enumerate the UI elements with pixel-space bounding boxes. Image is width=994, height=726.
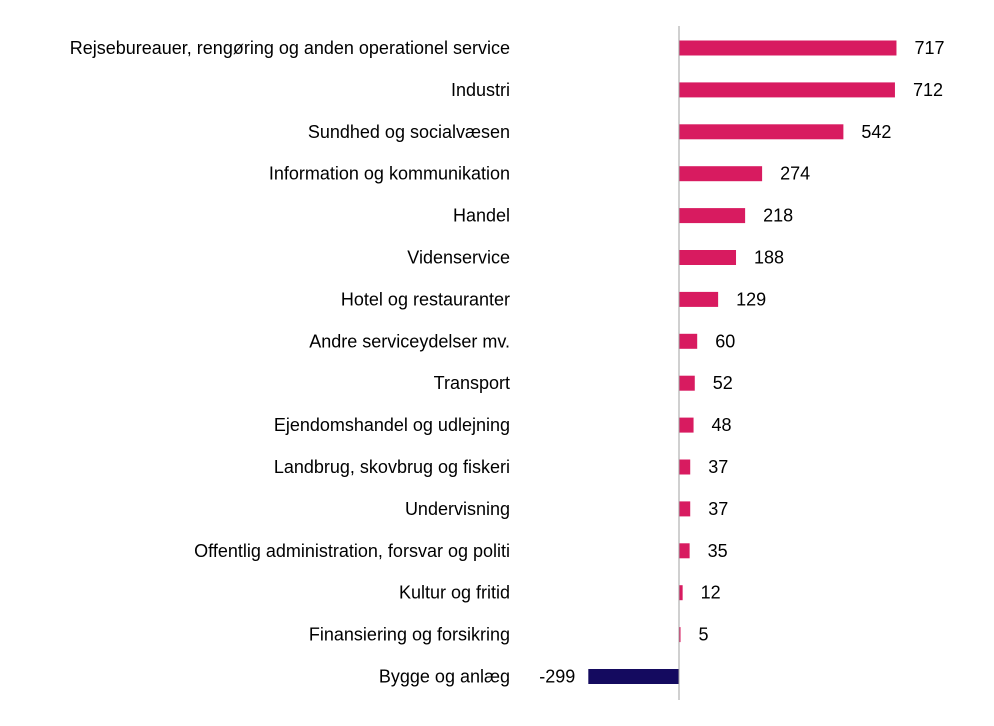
bar [679, 585, 683, 601]
bar [679, 459, 691, 475]
bar [679, 543, 690, 559]
category-label: Andre serviceydelser mv. [309, 331, 510, 351]
data-label: 60 [715, 331, 735, 351]
data-label: 188 [754, 248, 784, 268]
data-label: 218 [763, 206, 793, 226]
category-label: Videnservice [407, 248, 510, 268]
category-label: Kultur og fritid [399, 583, 510, 603]
data-label: 48 [712, 415, 732, 435]
category-label: Handel [453, 206, 510, 226]
category-label: Undervisning [405, 499, 510, 519]
category-label: Rejsebureauer, rengøring og anden operat… [70, 38, 510, 58]
bar [679, 166, 763, 182]
bar [679, 333, 698, 349]
data-label: 12 [701, 583, 721, 603]
data-label: 5 [699, 625, 709, 645]
category-label: Hotel og restauranter [341, 289, 510, 309]
data-label: 542 [861, 122, 891, 142]
category-label: Transport [434, 373, 510, 393]
data-label: 717 [914, 38, 944, 58]
category-label: Landbrug, skovbrug og fiskeri [274, 457, 510, 477]
data-label: 712 [913, 80, 943, 100]
data-label: 37 [708, 499, 728, 519]
data-label: 35 [708, 541, 728, 561]
bar [679, 291, 719, 307]
category-label: Sundhed og socialvæsen [308, 122, 510, 142]
bar [679, 208, 746, 224]
bar [679, 82, 895, 98]
bars-group [588, 40, 897, 684]
category-label: Ejendomshandel og udlejning [274, 415, 510, 435]
data-label: 274 [780, 164, 810, 184]
bar [679, 375, 695, 391]
data-label: 37 [708, 457, 728, 477]
category-labels: Rejsebureauer, rengøring og anden operat… [70, 38, 510, 687]
category-label: Finansiering og forsikring [309, 625, 510, 645]
bar [679, 250, 737, 265]
bar [679, 627, 681, 643]
category-label: Industri [451, 80, 510, 100]
data-label: -299 [539, 667, 575, 687]
bar [588, 669, 679, 684]
bar [679, 124, 844, 140]
data-label: 129 [736, 289, 766, 309]
bar [679, 40, 897, 56]
category-label: Offentlig administration, forsvar og pol… [194, 541, 510, 561]
value-labels: 717 712 542 274 218 188 129 60 52 48 37 37 35 12 5 -299 [539, 38, 944, 687]
category-label: Information og kommunikation [269, 164, 510, 184]
data-label: 52 [713, 373, 733, 393]
bar [679, 417, 694, 433]
bar [679, 501, 691, 517]
category-label: Bygge og anlæg [379, 667, 510, 687]
